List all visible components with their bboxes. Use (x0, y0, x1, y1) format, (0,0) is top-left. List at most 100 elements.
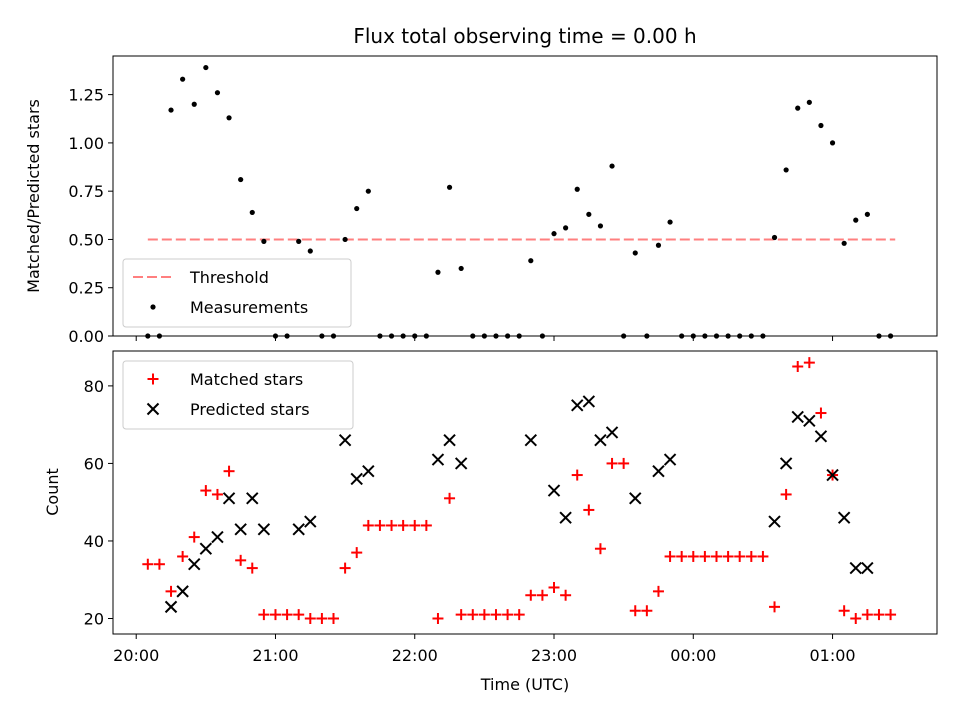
matched-point (780, 488, 792, 500)
matched-point (757, 550, 769, 562)
x-tick-label: 01:00 (809, 646, 855, 665)
matched-point (455, 609, 467, 621)
legend-predicted-swatch (146, 402, 160, 416)
measurement-point (853, 217, 859, 223)
matched-point (351, 547, 363, 559)
predicted-point (547, 484, 561, 497)
matched-point (374, 519, 386, 531)
chart-title: Flux total observing time = 0.00 h (353, 24, 696, 48)
matched-point (629, 605, 641, 617)
x-tick-label: 00:00 (670, 646, 716, 665)
y-tick-label: 80 (84, 377, 104, 396)
measurement-point (574, 186, 580, 192)
matched-point (281, 609, 293, 621)
bottom-y-axis: 20 40 60 80 (84, 377, 113, 628)
predicted-point (629, 492, 642, 505)
measurement-point (214, 90, 221, 96)
top-plot-frame (112, 55, 938, 337)
predicted-point (292, 523, 305, 536)
matched-point (652, 585, 664, 597)
y-tick-label: 0.75 (68, 182, 104, 201)
matched-point (153, 558, 165, 570)
measurement-point (841, 240, 847, 246)
predicted-point (779, 457, 793, 470)
matched-point (362, 519, 374, 531)
measurement-point (458, 265, 464, 272)
matched-point (223, 465, 235, 477)
y-tick-label: 0.00 (68, 327, 104, 346)
matched-point (316, 612, 328, 624)
matched-point (687, 550, 699, 562)
predicted-point (582, 395, 596, 408)
legend-threshold-label: Threshold (189, 268, 269, 287)
legend-measurements-label: Measurements (190, 298, 308, 317)
matched-point (513, 609, 525, 621)
top-x-axis-ticks (135, 336, 834, 341)
y-tick-label: 1.25 (68, 86, 104, 105)
predicted-point (443, 433, 456, 447)
matched-point (258, 609, 270, 621)
predicted-point (814, 430, 828, 443)
predicted-point (559, 511, 572, 524)
x-tick-label: 20:00 (113, 646, 159, 665)
matched-point (594, 543, 606, 555)
y-tick-label: 1.00 (68, 134, 104, 153)
matched-point (165, 585, 177, 597)
bottom-legend-box (122, 360, 354, 430)
bottom-y-axis-label: Count (43, 468, 62, 516)
matched-point (618, 457, 630, 469)
measurement-point (551, 231, 557, 237)
predicted-point (234, 523, 247, 536)
matched-point (188, 531, 200, 543)
matched-point (246, 562, 258, 574)
y-tick-label: 60 (84, 454, 104, 473)
legend-matched-swatch (147, 373, 159, 385)
measurement-point (203, 64, 209, 71)
matched-point (177, 550, 189, 562)
measurement-point (586, 211, 592, 217)
matched-point (211, 488, 223, 500)
measurement-point (609, 163, 615, 169)
matched-point (142, 558, 154, 570)
measurement-point (818, 122, 824, 129)
predicted-point (663, 453, 677, 466)
predicted-point (431, 453, 445, 466)
predicted-point (246, 492, 259, 505)
matched-point (502, 609, 514, 621)
measurement-point (783, 167, 789, 173)
measurement-point (655, 242, 662, 248)
y-tick-label: 0.50 (68, 230, 104, 249)
matched-point (397, 519, 409, 531)
matched-point (304, 612, 316, 624)
measurement-point (563, 225, 569, 231)
matched-point (386, 519, 398, 531)
matched-point (478, 609, 490, 621)
top-plot-marks (145, 64, 896, 339)
bottom-plot-frame (112, 350, 938, 635)
measurement-point (528, 258, 534, 264)
matched-point (293, 609, 305, 621)
predicted-point (199, 542, 213, 555)
matched-point (409, 519, 421, 531)
y-tick-label: 20 (84, 609, 104, 628)
matched-point (838, 605, 850, 617)
predicted-point (594, 433, 607, 447)
matched-point (200, 485, 212, 497)
matched-point (560, 589, 572, 601)
measurement-point (435, 269, 441, 275)
legend-matched-label: Matched stars (190, 370, 303, 389)
predicted-point (257, 523, 271, 536)
predicted-point (826, 468, 839, 482)
measurement-point (342, 236, 348, 243)
predicted-point (222, 492, 236, 505)
matched-point (536, 589, 548, 601)
legend-measurements-swatch (150, 304, 156, 310)
matched-point (745, 550, 757, 562)
matched-point (432, 612, 444, 624)
measurement-point (296, 238, 302, 244)
measurement-point (806, 99, 812, 105)
matched-point (583, 504, 595, 516)
top-y-axis: 0.00 0.25 0.50 0.75 1.00 1.25 (68, 86, 113, 346)
